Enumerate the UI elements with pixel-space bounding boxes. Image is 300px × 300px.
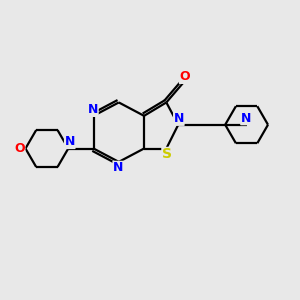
Text: O: O xyxy=(14,142,25,155)
Text: N: N xyxy=(241,112,251,125)
Text: N: N xyxy=(64,136,75,148)
Text: N: N xyxy=(88,103,98,116)
Text: N: N xyxy=(113,161,123,174)
Text: N: N xyxy=(174,112,184,125)
Text: O: O xyxy=(179,70,190,83)
Text: S: S xyxy=(162,148,172,161)
